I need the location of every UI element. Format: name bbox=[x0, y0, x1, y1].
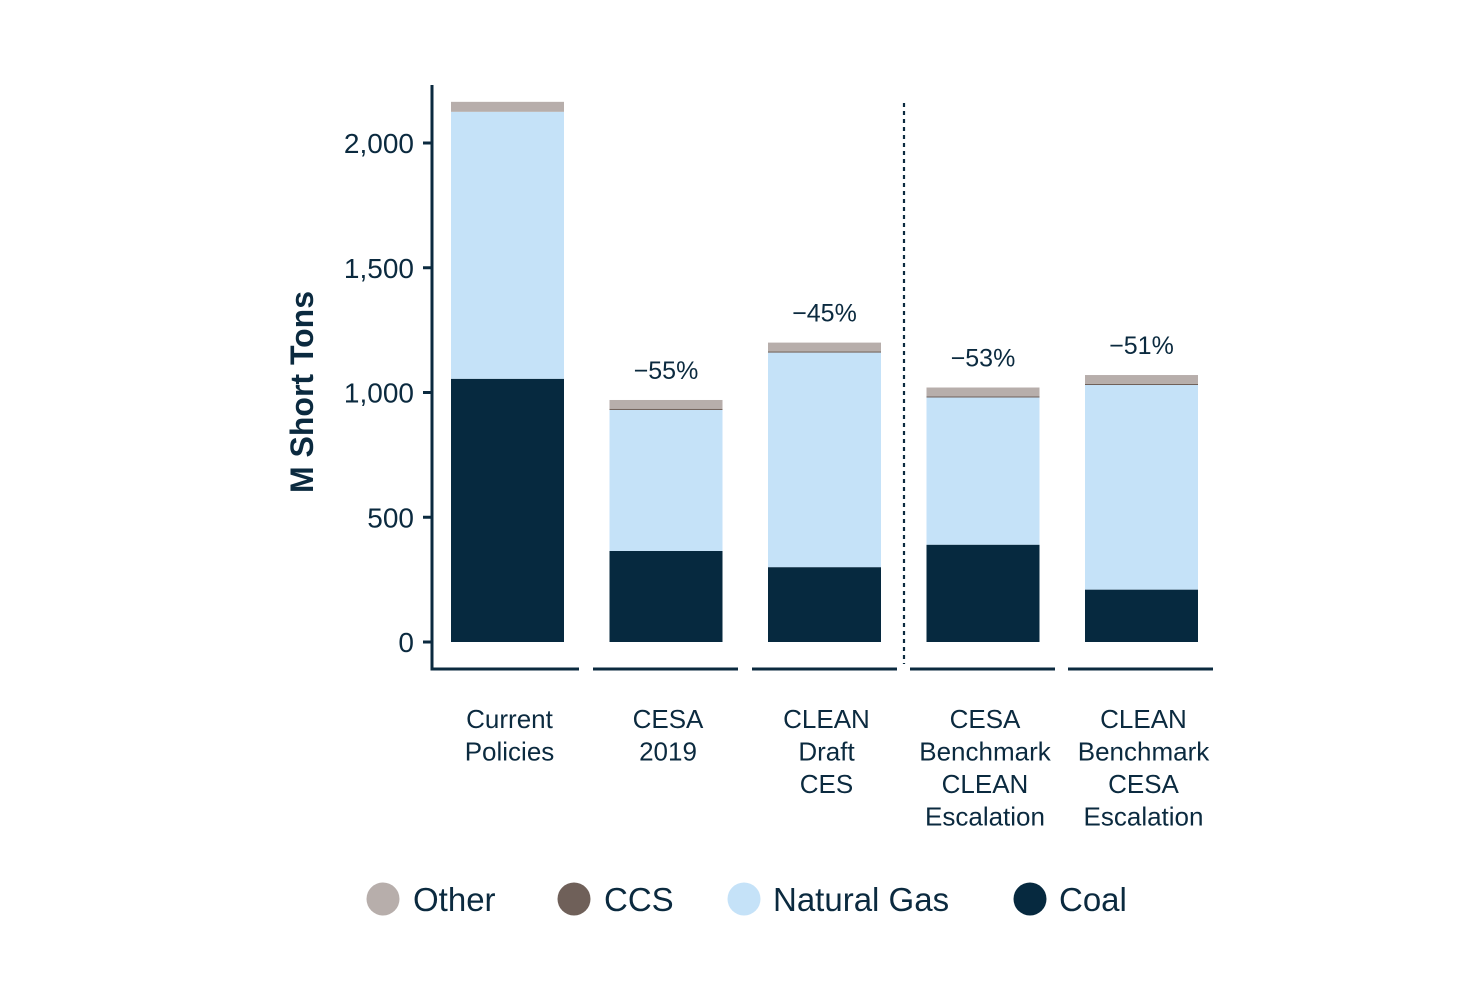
x-tick-label: CESA bbox=[950, 704, 1021, 734]
change-label: −55% bbox=[634, 357, 699, 385]
legend-swatch bbox=[366, 882, 400, 916]
bar-segment-other bbox=[1085, 375, 1198, 384]
y-tick-label: 0 bbox=[398, 627, 414, 658]
bar-segment-ccs bbox=[609, 408, 723, 410]
x-tick-label: 2019 bbox=[639, 737, 697, 767]
bar-segment-coal bbox=[1085, 589, 1198, 642]
x-tick-label: CES bbox=[800, 769, 853, 799]
x-tick-label: CLEAN bbox=[942, 769, 1029, 799]
bar-segment-natural-gas bbox=[926, 397, 1040, 545]
x-tick-label: Draft bbox=[798, 737, 855, 767]
bar-segment-other bbox=[609, 399, 723, 409]
x-tick-label: CESA bbox=[1108, 769, 1179, 799]
bar-segment-other bbox=[926, 387, 1040, 397]
bar-segment-coal bbox=[609, 550, 723, 642]
bar-segment-ccs bbox=[926, 396, 1040, 398]
bar-segment-natural-gas bbox=[609, 409, 723, 551]
bar-segment-other bbox=[768, 342, 881, 352]
x-tick-label: CLEAN bbox=[783, 704, 870, 734]
legend-label: Natural Gas bbox=[773, 881, 949, 918]
bar-segment-natural-gas bbox=[451, 111, 564, 379]
y-axis-title: M Short Tons bbox=[284, 291, 320, 493]
legend-swatch bbox=[1013, 882, 1047, 916]
axes: 0 500 1,000 1,500 2,000 M Short Tons bbox=[284, 85, 1213, 671]
x-tick-label: Policies bbox=[465, 737, 555, 767]
y-tick-label: 1,500 bbox=[344, 253, 414, 284]
x-tick-label: Current bbox=[466, 704, 553, 734]
bar-segment-natural-gas bbox=[1085, 385, 1198, 590]
legend-label: CCS bbox=[604, 881, 674, 918]
x-tick-label: Escalation bbox=[925, 802, 1045, 832]
x-tick-label: Benchmark bbox=[919, 737, 1051, 767]
bar-segment-other bbox=[451, 101, 564, 112]
bar-segment-natural-gas bbox=[768, 352, 881, 568]
legend: Other CCS Natural Gas Coal bbox=[366, 881, 1127, 918]
y-tick-label: 500 bbox=[367, 502, 414, 533]
bar-segment-coal bbox=[451, 378, 564, 642]
legend-label: Coal bbox=[1059, 881, 1127, 918]
bar-segment-coal bbox=[926, 544, 1040, 642]
change-label: −51% bbox=[1109, 332, 1174, 360]
x-tick-label: CESA bbox=[633, 704, 704, 734]
x-tick-label: Escalation bbox=[1084, 802, 1204, 832]
x-tick-label: Benchmark bbox=[1078, 737, 1210, 767]
change-label: −53% bbox=[951, 345, 1016, 373]
y-tick-label: 1,000 bbox=[344, 378, 414, 409]
legend-swatch bbox=[727, 882, 761, 916]
y-tick-label: 2,000 bbox=[344, 128, 414, 159]
legend-swatch bbox=[557, 882, 591, 916]
x-tick-label: CLEAN bbox=[1100, 704, 1187, 734]
bar-segment-ccs bbox=[768, 351, 881, 353]
bar-segment-coal bbox=[768, 567, 881, 642]
labels: CurrentPolicies−55%CESA2019−45%CLEANDraf… bbox=[465, 300, 1211, 832]
change-label: −45% bbox=[792, 300, 857, 328]
legend-label: Other bbox=[413, 881, 496, 918]
bar-segment-ccs bbox=[1085, 383, 1198, 386]
bars bbox=[451, 101, 1198, 642]
